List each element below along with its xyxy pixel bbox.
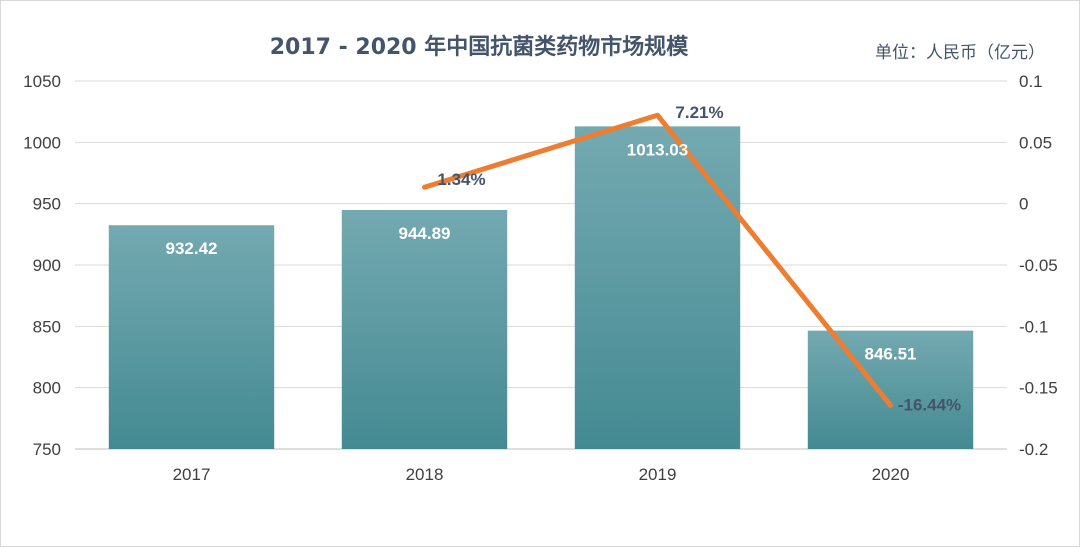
right-axis-tick-label: 0: [1019, 195, 1028, 214]
x-axis-tick-label: 2018: [406, 465, 444, 484]
right-axis-tick-label: -0.2: [1019, 440, 1048, 459]
data-labels: 932.42 944.89 1013.03 846.51 1.34% 7.21% -16.4…: [166, 103, 962, 414]
x-axis: 2017 2018 2019 2020: [173, 465, 910, 484]
bar-value-label: 1013.03: [627, 140, 688, 159]
line-value-label: 1.34%: [437, 170, 485, 189]
right-axis-tick-label: -0.1: [1019, 317, 1048, 336]
left-axis-tick-label: 950: [33, 195, 61, 214]
bar-value-label: 932.42: [166, 239, 218, 258]
x-axis-tick-label: 2017: [173, 465, 211, 484]
right-axis-tick-label: 0.1: [1019, 72, 1043, 91]
right-axis-tick-label: -0.05: [1019, 256, 1058, 275]
left-axis-tick-label: 750: [33, 440, 61, 459]
left-axis-tick-label: 900: [33, 256, 61, 275]
left-y-axis: 750 800 850 900 950 1000 1050: [23, 72, 61, 459]
left-axis-tick-label: 800: [33, 379, 61, 398]
bar: [574, 126, 741, 450]
right-axis-tick-label: -0.15: [1019, 379, 1058, 398]
bar-value-label: 944.89: [399, 224, 451, 243]
line-value-label: -16.44%: [898, 395, 961, 414]
left-axis-tick-label: 1050: [23, 72, 61, 91]
growth-line-series: [422, 112, 893, 408]
right-axis-tick-label: 0.05: [1019, 133, 1052, 152]
left-axis-tick-label: 850: [33, 317, 61, 336]
x-axis-tick-label: 2020: [872, 465, 910, 484]
right-y-axis: -0.2 -0.15 -0.1 -0.05 0 0.05 0.1: [1019, 72, 1058, 459]
chart-title: 2017 - 2020 年中国抗菌类药物市场规模: [270, 34, 690, 60]
bar-series: [108, 126, 974, 450]
unit-label: 单位：人民币（亿元）: [875, 43, 1045, 63]
bar: [108, 225, 275, 449]
bar: [341, 209, 508, 449]
x-axis-tick-label: 2019: [639, 465, 677, 484]
left-axis-tick-label: 1000: [23, 133, 61, 152]
line-value-label: 7.21%: [675, 103, 723, 122]
bar: [807, 330, 974, 449]
bar-value-label: 846.51: [865, 345, 917, 364]
